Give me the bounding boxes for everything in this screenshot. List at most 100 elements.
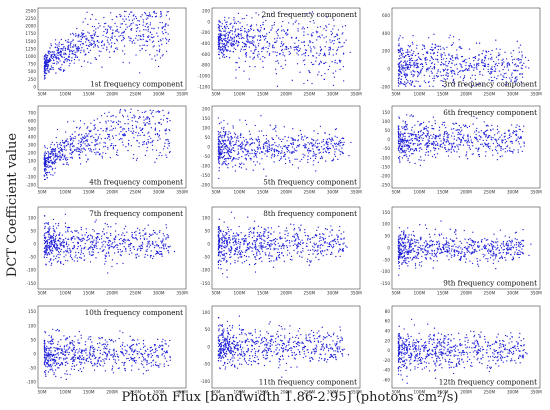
- scatter-point: [407, 51, 409, 54]
- scatter-point: [398, 157, 400, 160]
- scatter-point: [66, 161, 68, 164]
- scatter-point: [431, 43, 434, 45]
- scatter-point: [53, 51, 55, 53]
- scatter-point: [432, 136, 434, 138]
- scatter-point: [227, 42, 229, 44]
- scatter-point: [221, 23, 223, 25]
- scatter-point: [69, 251, 72, 254]
- scatter-point: [478, 131, 480, 133]
- scatter-point: [224, 47, 227, 49]
- scatter-point: [331, 61, 333, 63]
- scatter-point: [143, 44, 146, 46]
- scatter-point: [405, 126, 408, 128]
- scatter-point: [97, 143, 99, 145]
- scatter-point: [412, 35, 414, 37]
- scatter-point: [248, 78, 250, 80]
- scatter-point: [52, 218, 55, 221]
- scatter-point: [509, 147, 511, 149]
- scatter-point: [276, 251, 279, 254]
- y-tick-label: 1250: [25, 46, 36, 51]
- scatter-point: [276, 37, 278, 39]
- x-tick-label: 350M: [350, 92, 362, 97]
- scatter-point: [414, 162, 416, 165]
- scatter-point: [122, 262, 124, 264]
- scatter-point: [224, 16, 226, 19]
- scatter-point: [235, 158, 237, 160]
- scatter-point: [43, 251, 45, 253]
- scatter-point: [152, 109, 154, 112]
- scatter-point: [418, 136, 420, 139]
- scatter-point: [130, 145, 133, 147]
- scatter-point: [457, 71, 459, 74]
- scatter-point: [303, 44, 306, 47]
- scatter-point: [422, 137, 424, 140]
- scatter-point: [167, 24, 169, 26]
- scatter-point: [219, 155, 221, 157]
- scatter-point: [334, 61, 336, 64]
- scatter-point: [53, 144, 56, 146]
- scatter-point: [84, 143, 86, 145]
- scatter-point: [154, 59, 157, 61]
- scatter-point: [434, 47, 436, 49]
- scatter-point: [329, 147, 332, 150]
- scatter-point: [105, 120, 107, 122]
- scatter-point: [418, 144, 421, 146]
- scatter-point: [338, 37, 340, 40]
- scatter-point: [283, 55, 286, 57]
- scatter-point: [245, 138, 247, 141]
- scatter-point: [458, 124, 461, 127]
- scatter-point: [251, 40, 254, 42]
- scatter-point: [228, 149, 230, 152]
- scatter-point: [453, 123, 455, 125]
- subplot-frame: [37, 7, 187, 91]
- scatter-point: [148, 142, 150, 144]
- scatter-point: [336, 143, 339, 145]
- scatter-point: [48, 160, 50, 162]
- scatter-point: [478, 64, 480, 66]
- scatter-point: [459, 63, 461, 65]
- scatter-point: [57, 239, 60, 241]
- scatter-point: [424, 81, 427, 84]
- scatter-point: [219, 21, 222, 23]
- scatter-point: [49, 160, 52, 162]
- scatter-point: [75, 33, 77, 35]
- scatter-point: [271, 45, 274, 47]
- scatter-point: [447, 68, 449, 71]
- scatter-point: [262, 36, 265, 38]
- scatter-point: [449, 34, 451, 36]
- scatter-point: [336, 48, 339, 51]
- scatter-point: [237, 35, 240, 37]
- scatter-point: [139, 235, 142, 237]
- scatter-point: [448, 143, 450, 146]
- y-tick-label: 700: [28, 110, 36, 115]
- scatter-point: [459, 133, 461, 135]
- scatter-point: [486, 145, 488, 147]
- scatter-point: [286, 34, 288, 36]
- scatter-point: [444, 68, 447, 70]
- scatter-point: [431, 127, 433, 130]
- scatter-point: [425, 128, 428, 130]
- scatter-point: [462, 137, 465, 140]
- scatter-point: [338, 144, 340, 146]
- scatter-point: [217, 46, 220, 48]
- scatter-point: [297, 28, 299, 30]
- scatter-point: [293, 249, 295, 252]
- scatter-point: [88, 144, 90, 146]
- x-tick-label: 100M: [234, 92, 246, 97]
- scatter-point: [428, 37, 430, 39]
- scatter-point: [277, 145, 279, 148]
- scatter-point: [161, 43, 163, 46]
- scatter-point: [130, 130, 132, 133]
- scatter-point: [273, 47, 275, 49]
- scatter-point: [448, 53, 450, 55]
- scatter-point: [49, 243, 51, 245]
- scatter-point: [150, 234, 153, 236]
- scatter-point: [475, 64, 478, 66]
- scatter-point: [410, 73, 413, 75]
- scatter-point: [477, 147, 480, 150]
- scatter-point: [72, 34, 75, 36]
- scatter-point: [107, 25, 110, 27]
- scatter-point: [282, 44, 284, 46]
- scatter-point: [222, 38, 225, 40]
- y-tick-label: 600: [382, 13, 390, 18]
